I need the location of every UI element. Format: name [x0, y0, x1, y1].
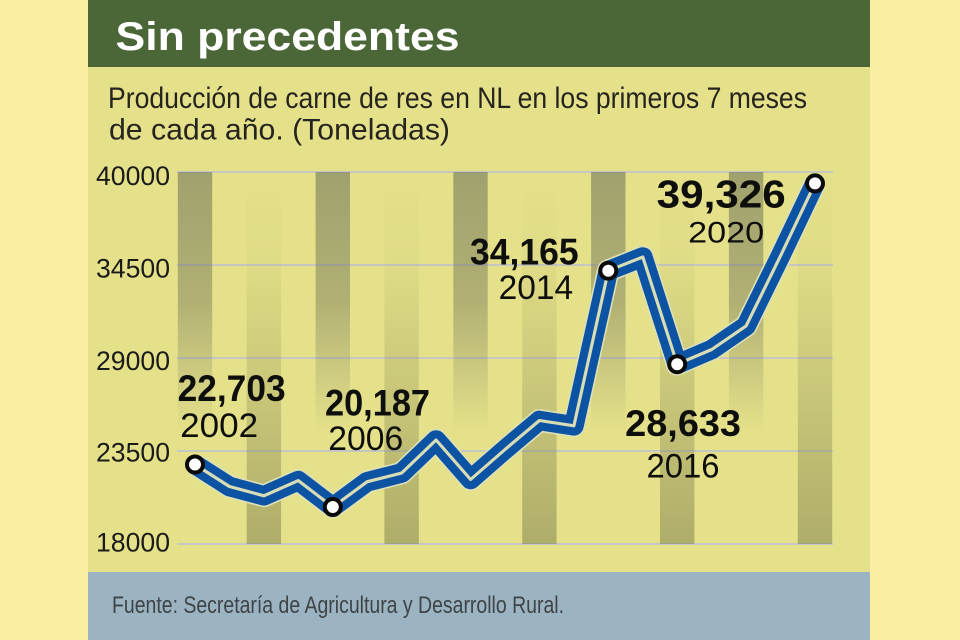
svg-text:20,187: 20,187 [325, 383, 430, 424]
svg-text:de cada año. (Toneladas): de cada año. (Toneladas) [109, 114, 450, 147]
svg-text:Sin precedentes: Sin precedentes [116, 15, 460, 59]
svg-text:Fuente: Secretaría de Agricult: Fuente: Secretaría de Agricultura y Desa… [112, 592, 564, 619]
svg-text:34,165: 34,165 [470, 231, 579, 272]
svg-text:29000: 29000 [96, 346, 170, 376]
svg-text:23500: 23500 [96, 438, 170, 468]
svg-text:2002: 2002 [180, 407, 258, 445]
svg-text:2014: 2014 [499, 269, 574, 307]
svg-text:40000: 40000 [96, 161, 170, 191]
svg-text:28,633: 28,633 [625, 403, 741, 444]
svg-text:18000: 18000 [96, 528, 170, 558]
svg-text:Producción de carne de res en: Producción de carne de res en NL en los … [108, 82, 807, 115]
svg-text:2006: 2006 [328, 420, 403, 458]
svg-text:2016: 2016 [647, 448, 720, 486]
svg-text:22,703: 22,703 [178, 368, 286, 409]
svg-text:34500: 34500 [96, 254, 170, 284]
svg-text:2020: 2020 [688, 217, 764, 250]
svg-text:39,326: 39,326 [657, 174, 786, 217]
